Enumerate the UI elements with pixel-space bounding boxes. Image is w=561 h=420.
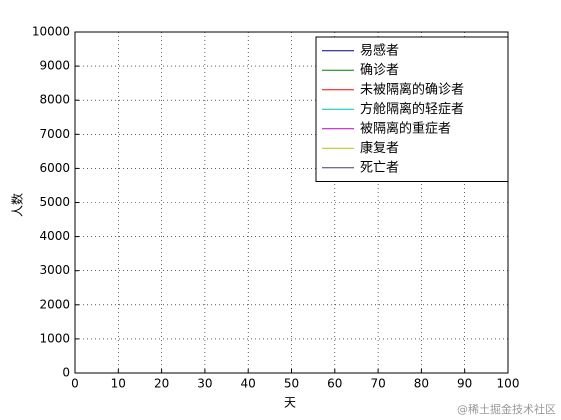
y-tick-label: 10000 (32, 25, 70, 39)
x-axis-label: 天 (284, 396, 296, 410)
legend-label: 未被隔离的确诊者 (360, 81, 464, 97)
y-tick-label: 0 (62, 366, 70, 380)
x-tick-label: 40 (241, 377, 256, 391)
watermark: @稀土掘金技术社区 (457, 402, 556, 416)
legend-label: 康复者 (360, 140, 399, 156)
legend-label: 易感者 (360, 42, 399, 58)
legend-label: 方舱隔离的轻症者 (360, 101, 464, 117)
x-tick-label: 0 (71, 377, 79, 391)
y-tick-label: 8000 (39, 93, 70, 107)
y-tick-label: 7000 (39, 127, 70, 141)
x-tick-label: 60 (327, 377, 342, 391)
x-tick-label: 20 (154, 377, 169, 391)
y-tick-label: 6000 (39, 161, 70, 175)
x-tick-label: 30 (197, 377, 212, 391)
legend-label: 死亡者 (360, 160, 399, 175)
x-tick-label: 90 (457, 377, 472, 391)
plot-frame (74, 31, 509, 374)
y-axis-label: 人数 (10, 193, 25, 217)
y-tick-label: 1000 (39, 331, 70, 345)
legend-label: 被隔离的重症者 (360, 120, 451, 136)
x-tick-label: 10 (111, 377, 126, 391)
x-tick-label: 80 (414, 377, 429, 391)
y-tick-label: 5000 (39, 195, 70, 209)
x-tick-label: 50 (284, 377, 299, 391)
x-tick-label: 100 (497, 377, 520, 391)
y-tick-label: 4000 (39, 229, 70, 243)
y-tick-label: 2000 (39, 297, 70, 311)
y-tick-label: 3000 (39, 263, 70, 277)
x-tick-label: 70 (370, 377, 385, 391)
legend-label: 确诊者 (360, 63, 399, 78)
y-tick-label: 9000 (39, 59, 70, 73)
